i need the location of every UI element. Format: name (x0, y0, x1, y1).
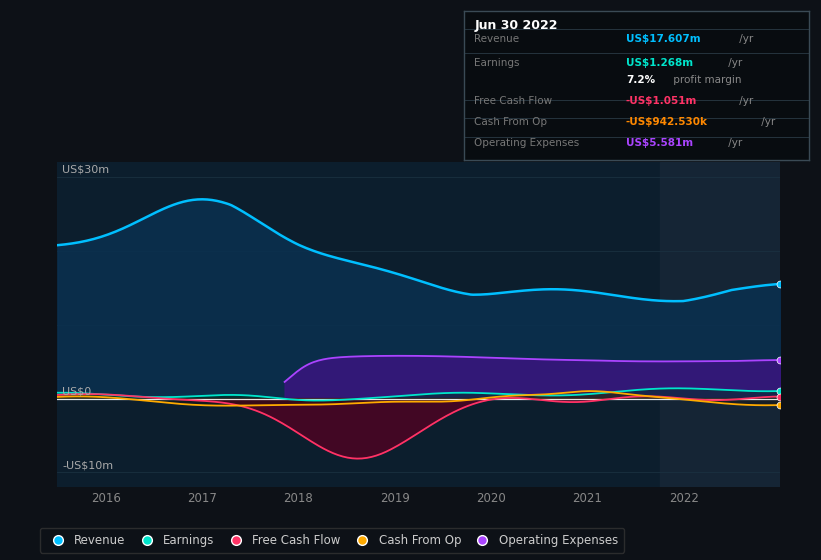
Legend: Revenue, Earnings, Free Cash Flow, Cash From Op, Operating Expenses: Revenue, Earnings, Free Cash Flow, Cash … (40, 528, 624, 553)
Text: US$17.607m: US$17.607m (626, 34, 700, 44)
Text: 7.2%: 7.2% (626, 76, 655, 86)
Text: Free Cash Flow: Free Cash Flow (475, 96, 553, 106)
Text: /yr: /yr (759, 117, 776, 127)
Text: -US$942.530k: -US$942.530k (626, 117, 708, 127)
Text: /yr: /yr (725, 58, 742, 68)
Text: US$1.268m: US$1.268m (626, 58, 693, 68)
Text: -US$10m: -US$10m (62, 460, 113, 470)
Text: /yr: /yr (736, 96, 754, 106)
Text: US$0: US$0 (62, 386, 91, 396)
Text: /yr: /yr (736, 34, 754, 44)
Text: profit margin: profit margin (670, 76, 741, 86)
Text: Earnings: Earnings (475, 58, 520, 68)
Text: Revenue: Revenue (475, 34, 520, 44)
Text: US$5.581m: US$5.581m (626, 138, 693, 148)
Text: Jun 30 2022: Jun 30 2022 (475, 18, 557, 31)
Text: Cash From Op: Cash From Op (475, 117, 548, 127)
Text: -US$1.051m: -US$1.051m (626, 96, 697, 106)
Bar (659, 162, 780, 487)
Text: US$30m: US$30m (62, 165, 109, 175)
Text: Operating Expenses: Operating Expenses (475, 138, 580, 148)
Text: /yr: /yr (725, 138, 742, 148)
